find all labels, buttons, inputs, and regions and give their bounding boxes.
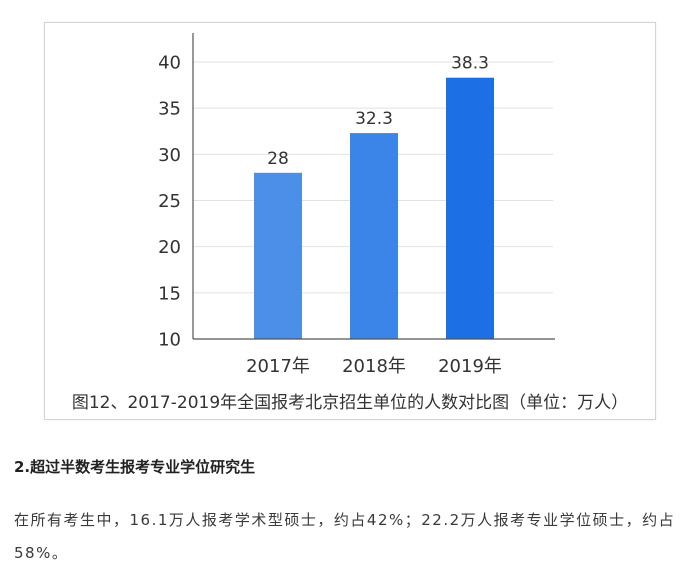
data-label: 32.3 (355, 109, 393, 129)
bar (254, 172, 302, 339)
figure-caption: 图12、2017-2019年全国报考北京招生单位的人数对比图（单位：万人） (71, 393, 629, 413)
x-tick-label: 2017年 (246, 356, 310, 377)
bar (446, 77, 494, 340)
chart-labels: 10 15 20 25 30 35 40 28 2017年 32.3 2018年 38.3 2019年 (158, 53, 502, 378)
data-label: 28 (267, 149, 289, 169)
x-tick-label: 2019年 (438, 356, 502, 377)
data-label: 38.3 (451, 54, 489, 74)
y-tick-label: 40 (158, 53, 181, 74)
bar-chart: 10 15 20 25 30 35 40 28 2017年 32.3 2018年 38.3 2019年 (158, 33, 555, 378)
y-tick-label: 35 (158, 99, 181, 120)
y-tick-label: 20 (158, 237, 181, 258)
x-tick-label: 2018年 (342, 356, 406, 377)
y-tick-label: 10 (158, 330, 181, 351)
y-tick-label: 15 (158, 283, 181, 304)
bars (254, 77, 494, 340)
figure-box: 10 15 20 25 30 35 40 28 2017年 32.3 2018年 38.3 2019年 … (44, 22, 656, 420)
y-tick-label: 30 (158, 145, 181, 166)
body-paragraph: 在所有考生中，16.1万人报考学术型硕士，约占42%；22.2万人报考专业学位硕… (14, 511, 676, 562)
section-heading: 2.超过半数考生报考专业学位研究生 (14, 458, 256, 476)
bar (350, 133, 398, 339)
y-tick-label: 25 (158, 191, 181, 212)
